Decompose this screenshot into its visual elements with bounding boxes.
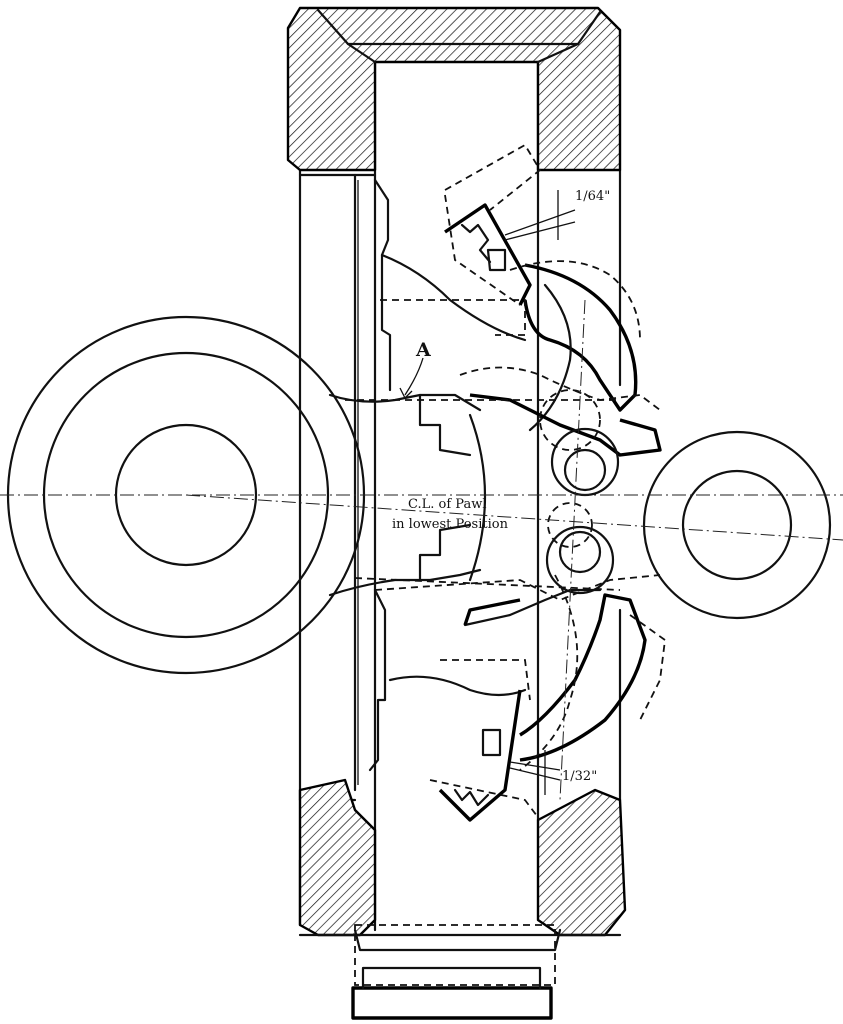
clearance-top-label: 1/64": [575, 189, 610, 204]
guide-contour: [368, 178, 527, 772]
part-a-label: A: [415, 339, 431, 361]
right-eye: [642, 430, 832, 620]
pawl-upper: [444, 203, 662, 457]
centerlines: [0, 299, 843, 801]
pawl-lower: [438, 588, 647, 822]
top-hatched-section: [286, 6, 622, 172]
clearance-bottom-label: 1/32": [562, 769, 597, 784]
centerline-label-line1: C.L. of Pawl: [408, 497, 486, 512]
crank-arm: [328, 393, 487, 597]
ghost-positions: [345, 143, 666, 821]
dimension-bottom: [509, 750, 561, 795]
leader-a: [399, 357, 424, 400]
centerline-label-line2: in lowest Position: [392, 517, 509, 532]
bottom-hatched-section: [298, 778, 627, 1020]
dimension-top: [504, 190, 576, 241]
